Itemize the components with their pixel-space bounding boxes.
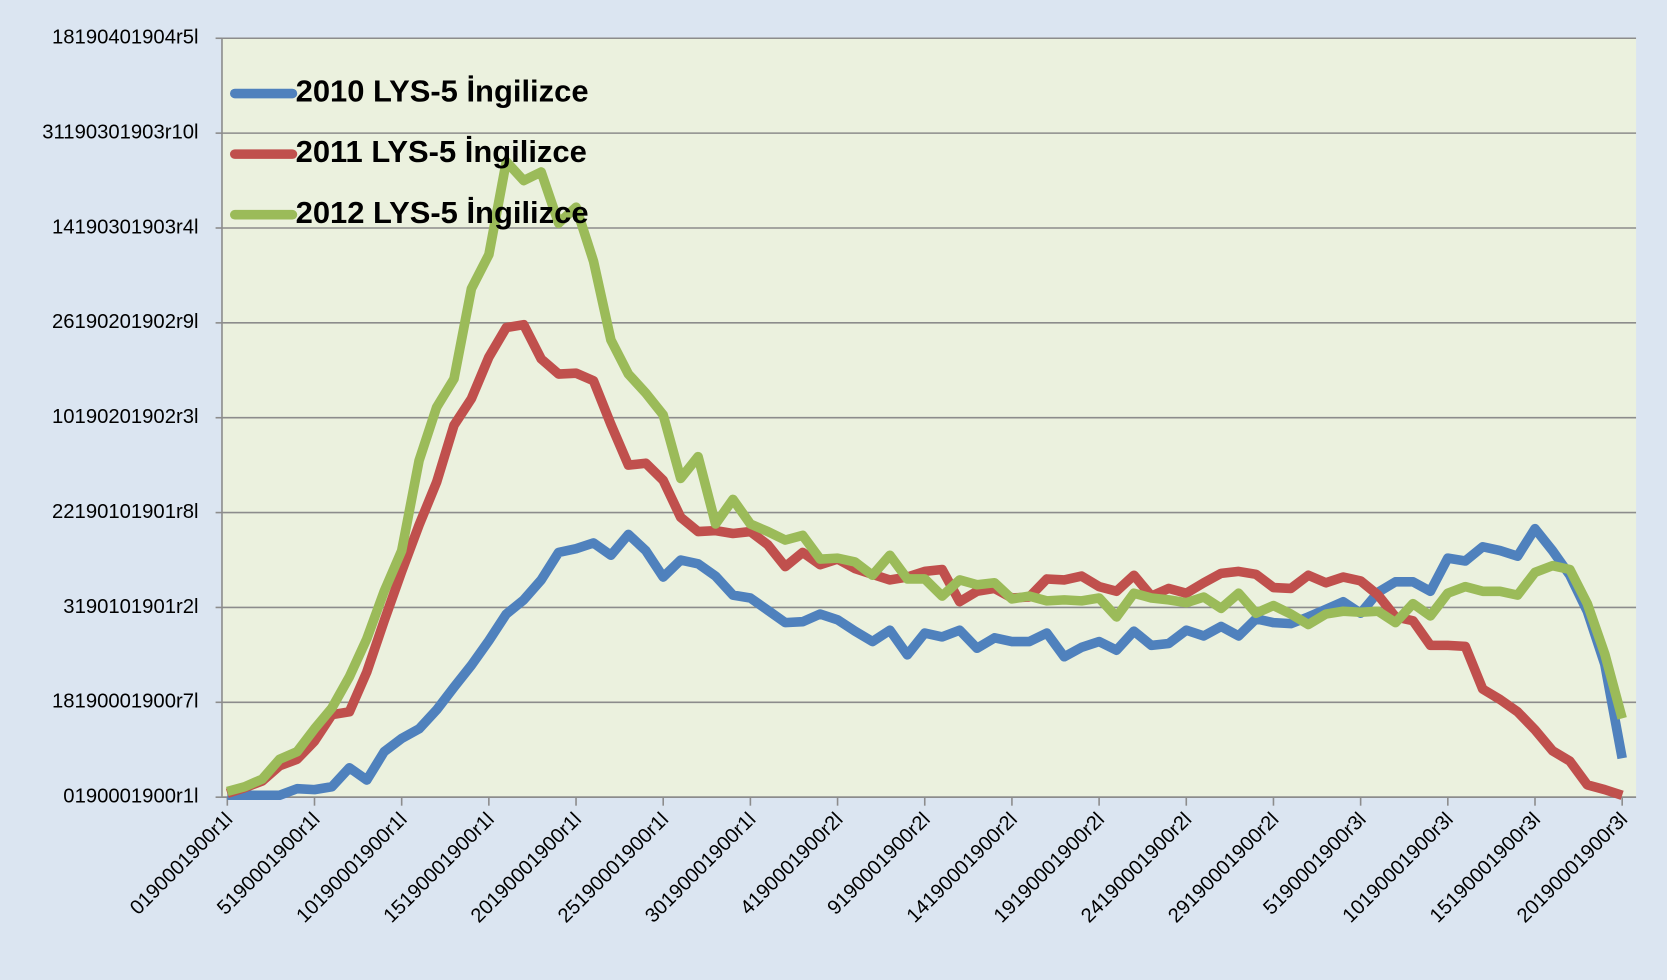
y-tick-label: 10190201902r3l [52,406,198,428]
y-tick-label: 26190201902r9l [52,311,198,333]
series-line [227,523,1627,801]
series-line [226,156,1627,797]
y-tick-label: 31190301903r10l [42,121,198,143]
legend-label: 2011 LYS-5 İngilizce [296,134,587,169]
y-tick-label: 18190401904r5l [52,27,198,49]
series-line [225,319,1624,800]
y-tick-label: 14190301903r4l [52,216,198,238]
y-tick-label: 3190101901r2l [63,596,198,618]
legend-label: 2012 LYS-5 İngilizce [296,195,589,230]
y-tick-label: 22190101901r8l [52,501,198,523]
y-tick-label: 18190001900r7l [52,691,198,713]
y-tick-label: 0190001900r1l [63,786,198,808]
legend-label: 2010 LYS-5 İngilizce [296,74,589,109]
